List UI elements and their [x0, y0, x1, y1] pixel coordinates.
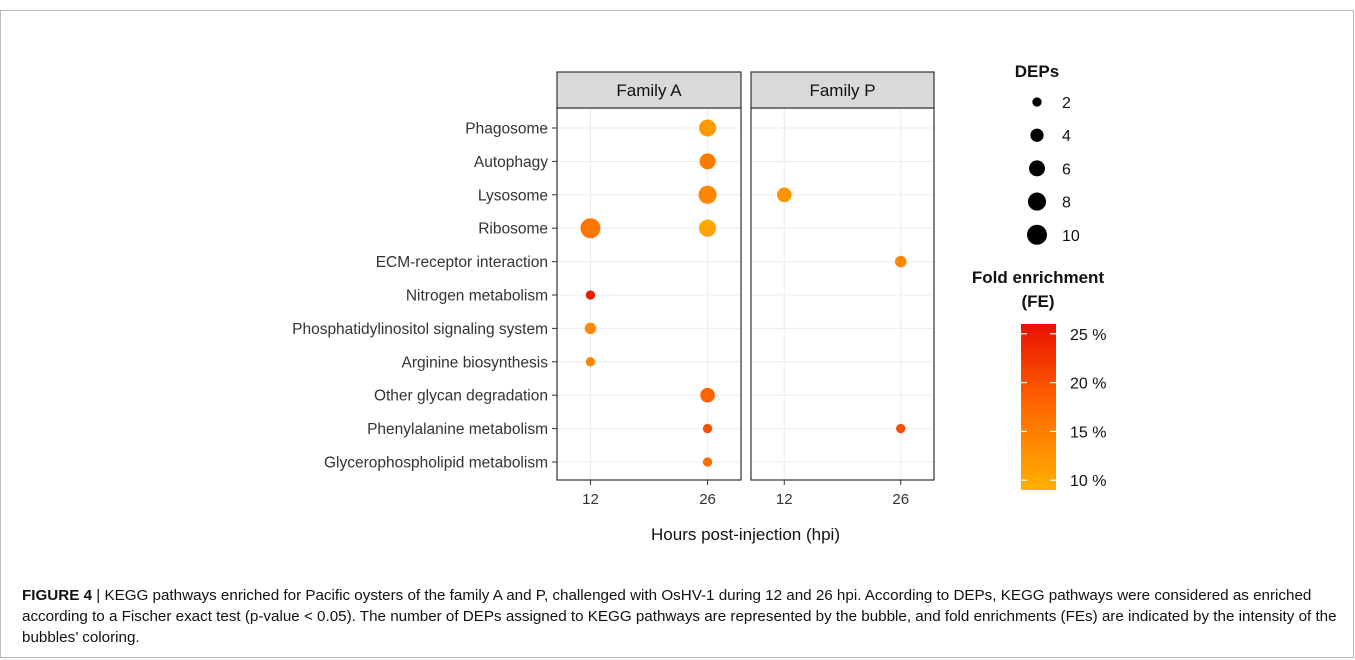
- bubble-chart: Family A Family P Phagosome Autophagy Lysos…: [292, 62, 1106, 544]
- y-tick-label: Ribosome: [478, 221, 548, 238]
- bubble-point: [584, 322, 597, 335]
- size-legend-dot: [1029, 160, 1045, 177]
- x-tick-label: 26: [699, 491, 716, 508]
- facet-label: Family P: [809, 81, 875, 100]
- bubble-point: [700, 387, 715, 403]
- size-legend-label: 10: [1062, 228, 1080, 245]
- x-tick-label: 12: [776, 491, 793, 508]
- color-legend-label: 20 %: [1070, 376, 1106, 393]
- bubble-point: [699, 153, 716, 170]
- size-legend-label: 6: [1062, 161, 1071, 178]
- bubble-point: [698, 185, 717, 204]
- size-legend-label: 8: [1062, 195, 1071, 212]
- bubble-point: [699, 119, 717, 137]
- bubble-point: [896, 423, 906, 434]
- facet-strip: [556, 71, 742, 109]
- facet-label: Family A: [616, 81, 682, 100]
- bubble-point: [699, 219, 717, 237]
- x-tick-label: 26: [892, 491, 909, 508]
- size-legend-dot: [1027, 192, 1047, 211]
- y-tick-label: Phagosome: [465, 121, 548, 138]
- y-tick-label: Glycerophospholipid metabolism: [324, 455, 548, 472]
- bubble-point: [894, 255, 907, 268]
- bubble-point: [702, 423, 713, 434]
- size-legend-dot: [1027, 224, 1047, 245]
- color-legend-title: Fold enrichment: [972, 268, 1105, 287]
- y-tick-label: Lysosome: [478, 187, 548, 204]
- bubble-point: [702, 457, 713, 467]
- color-legend-label: 25 %: [1070, 327, 1106, 344]
- figure-frame: [0, 10, 1354, 658]
- facet-strip: [750, 71, 935, 109]
- size-legend-dot: [1030, 128, 1044, 142]
- y-tick-label: Other glycan degradation: [374, 388, 548, 405]
- x-axis-title: Hours post-injection (hpi): [651, 525, 840, 544]
- panel-background: [751, 108, 934, 480]
- y-tick-label: ECM-receptor interaction: [376, 254, 548, 271]
- y-tick-label: Arginine biosynthesis: [402, 354, 549, 371]
- bubble-point: [776, 187, 792, 203]
- size-legend-label: 2: [1062, 95, 1071, 112]
- x-tick-label: 12: [582, 491, 599, 508]
- y-tick-label: Autophagy: [474, 154, 548, 171]
- y-tick-label: Phosphatidylinositol signaling system: [292, 321, 548, 338]
- color-legend-bar: [1021, 324, 1056, 490]
- color-legend-label: 10 %: [1070, 473, 1106, 490]
- figure-caption: FIGURE 4 | KEGG pathways enriched for Pa…: [22, 585, 1337, 648]
- color-legend-subtitle: (FE): [1021, 292, 1054, 311]
- color-legend-label: 15 %: [1070, 424, 1106, 441]
- y-tick-label: Nitrogen metabolism: [406, 288, 548, 305]
- caption-label: FIGURE 4: [22, 587, 93, 604]
- size-legend-dot: [1032, 97, 1042, 107]
- y-tick-label: Phenylalanine metabolism: [367, 421, 548, 438]
- caption-separator: |: [92, 587, 105, 604]
- size-legend-title: DEPs: [1015, 62, 1059, 81]
- size-legend-label: 4: [1062, 128, 1071, 145]
- bubble-point: [585, 357, 596, 367]
- bubble-point: [580, 218, 601, 239]
- caption-text: KEGG pathways enriched for Pacific oyste…: [22, 587, 1337, 646]
- bubble-point: [585, 290, 596, 300]
